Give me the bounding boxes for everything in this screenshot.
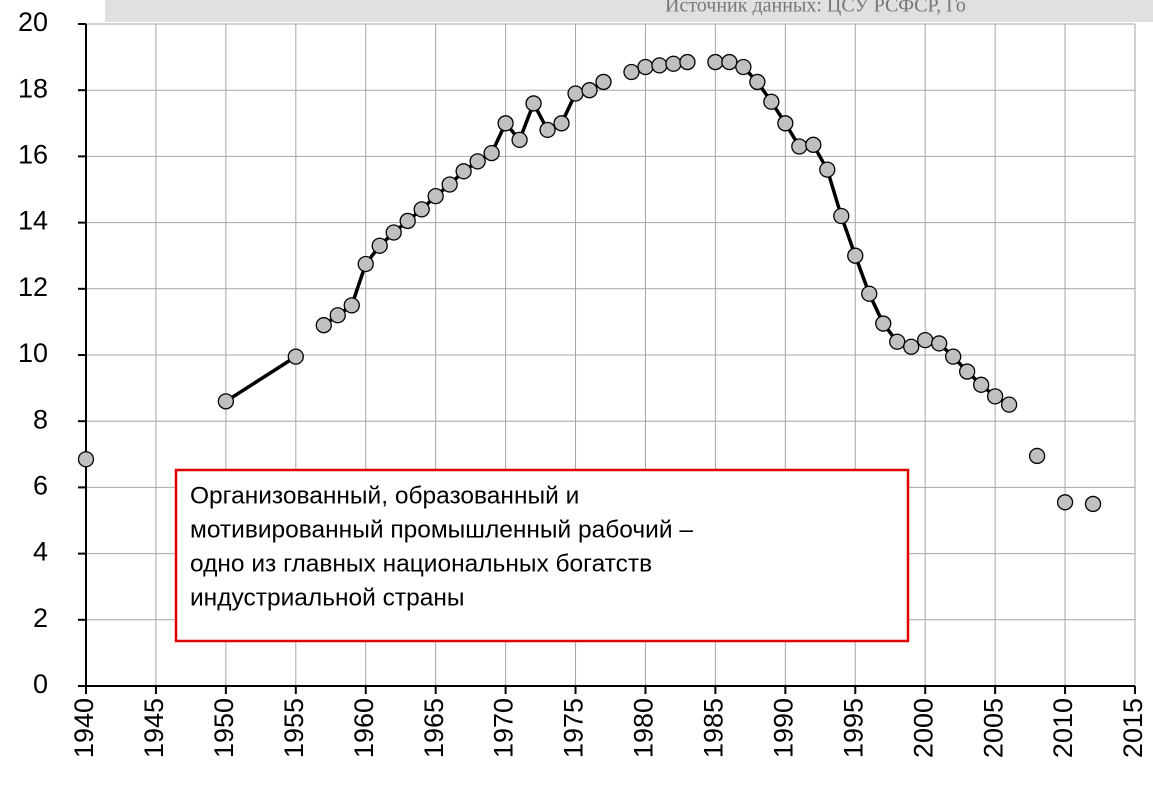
series-line — [715, 60, 1011, 407]
marker — [329, 307, 346, 324]
marker — [791, 138, 808, 155]
annotation-line: одно из главных национальных богатств — [190, 550, 652, 577]
marker — [847, 247, 864, 264]
marker — [833, 207, 850, 225]
annotation-line: Организованный, образованный и — [190, 482, 579, 509]
y-tick-label: 2 — [33, 603, 48, 633]
marker — [315, 317, 332, 334]
marker — [1000, 396, 1018, 413]
x-tick-label: 1955 — [279, 698, 309, 758]
marker — [77, 451, 95, 468]
x-tick-label: 2005 — [978, 698, 1008, 758]
marker — [917, 331, 934, 349]
y-tick-label: 10 — [18, 338, 48, 368]
marker — [343, 297, 360, 314]
marker — [875, 315, 892, 332]
x-tick-label: 1965 — [419, 698, 449, 758]
y-tick-label: 12 — [18, 272, 48, 302]
marker — [469, 153, 486, 170]
x-tick-label: 1990 — [768, 698, 798, 758]
annotation-line: индустриальной страны — [190, 584, 464, 611]
x-tick-label: 2015 — [1118, 698, 1148, 758]
marker — [1056, 494, 1074, 511]
x-tick-label: 1950 — [209, 698, 239, 758]
y-tick-label: 4 — [33, 537, 48, 567]
marker — [1084, 495, 1102, 513]
x-tick-label: 1960 — [349, 698, 379, 758]
x-tick-label: 1975 — [559, 698, 589, 758]
marker — [581, 82, 598, 99]
series-line — [224, 355, 297, 403]
marker — [861, 285, 878, 302]
marker — [763, 93, 780, 110]
x-tick-label: 1995 — [838, 698, 868, 758]
marker — [637, 58, 654, 76]
marker — [371, 237, 388, 254]
marker — [1028, 447, 1046, 465]
x-tick-label: 1985 — [699, 698, 729, 758]
marker — [679, 53, 696, 71]
y-tick-label: 0 — [33, 669, 48, 699]
source-box — [105, 0, 1153, 22]
y-tick-label: 20 — [18, 7, 48, 37]
marker — [287, 348, 304, 365]
x-tick-label: 1940 — [69, 698, 99, 758]
marker — [903, 338, 920, 355]
marker — [483, 144, 500, 162]
marker — [357, 255, 374, 273]
marker — [665, 55, 682, 72]
y-tick-label: 8 — [33, 404, 48, 434]
marker — [651, 57, 668, 74]
marker — [595, 73, 612, 91]
annotation-box — [174, 468, 910, 643]
marker — [986, 388, 1004, 405]
marker — [707, 53, 724, 71]
y-tick-label: 14 — [18, 206, 48, 236]
marker — [721, 53, 738, 71]
marker — [805, 136, 822, 153]
marker — [427, 187, 444, 205]
marker — [413, 201, 430, 218]
marker — [217, 393, 235, 410]
marker — [539, 121, 556, 139]
y-tick-label: 16 — [18, 140, 48, 170]
marker — [385, 224, 402, 241]
marker — [749, 73, 766, 91]
x-tick-label: 2010 — [1048, 698, 1078, 758]
marker — [819, 161, 836, 178]
marker — [511, 131, 528, 149]
x-tick-label: 1970 — [489, 698, 519, 758]
marker — [553, 115, 570, 132]
marker — [959, 363, 976, 380]
marker — [735, 58, 752, 76]
y-tick-label: 6 — [33, 471, 48, 501]
marker — [945, 348, 962, 365]
marker — [399, 212, 416, 230]
annotation-line: мотивированный промышленный рабочий – — [190, 516, 693, 543]
x-tick-label: 1945 — [139, 698, 169, 758]
marker — [889, 333, 906, 350]
x-tick-label: 2000 — [908, 698, 938, 758]
marker — [525, 95, 542, 112]
marker — [777, 115, 794, 132]
source: Источник данных: ЦСУ РСФСР, Го — [665, 0, 966, 17]
marker — [455, 163, 472, 180]
marker — [567, 85, 584, 102]
y-tick-label: 18 — [18, 73, 48, 103]
marker — [623, 63, 640, 81]
marker — [441, 176, 458, 193]
x-tick-label: 1980 — [629, 698, 659, 758]
marker — [931, 335, 948, 352]
marker — [497, 115, 514, 132]
marker — [972, 376, 990, 393]
